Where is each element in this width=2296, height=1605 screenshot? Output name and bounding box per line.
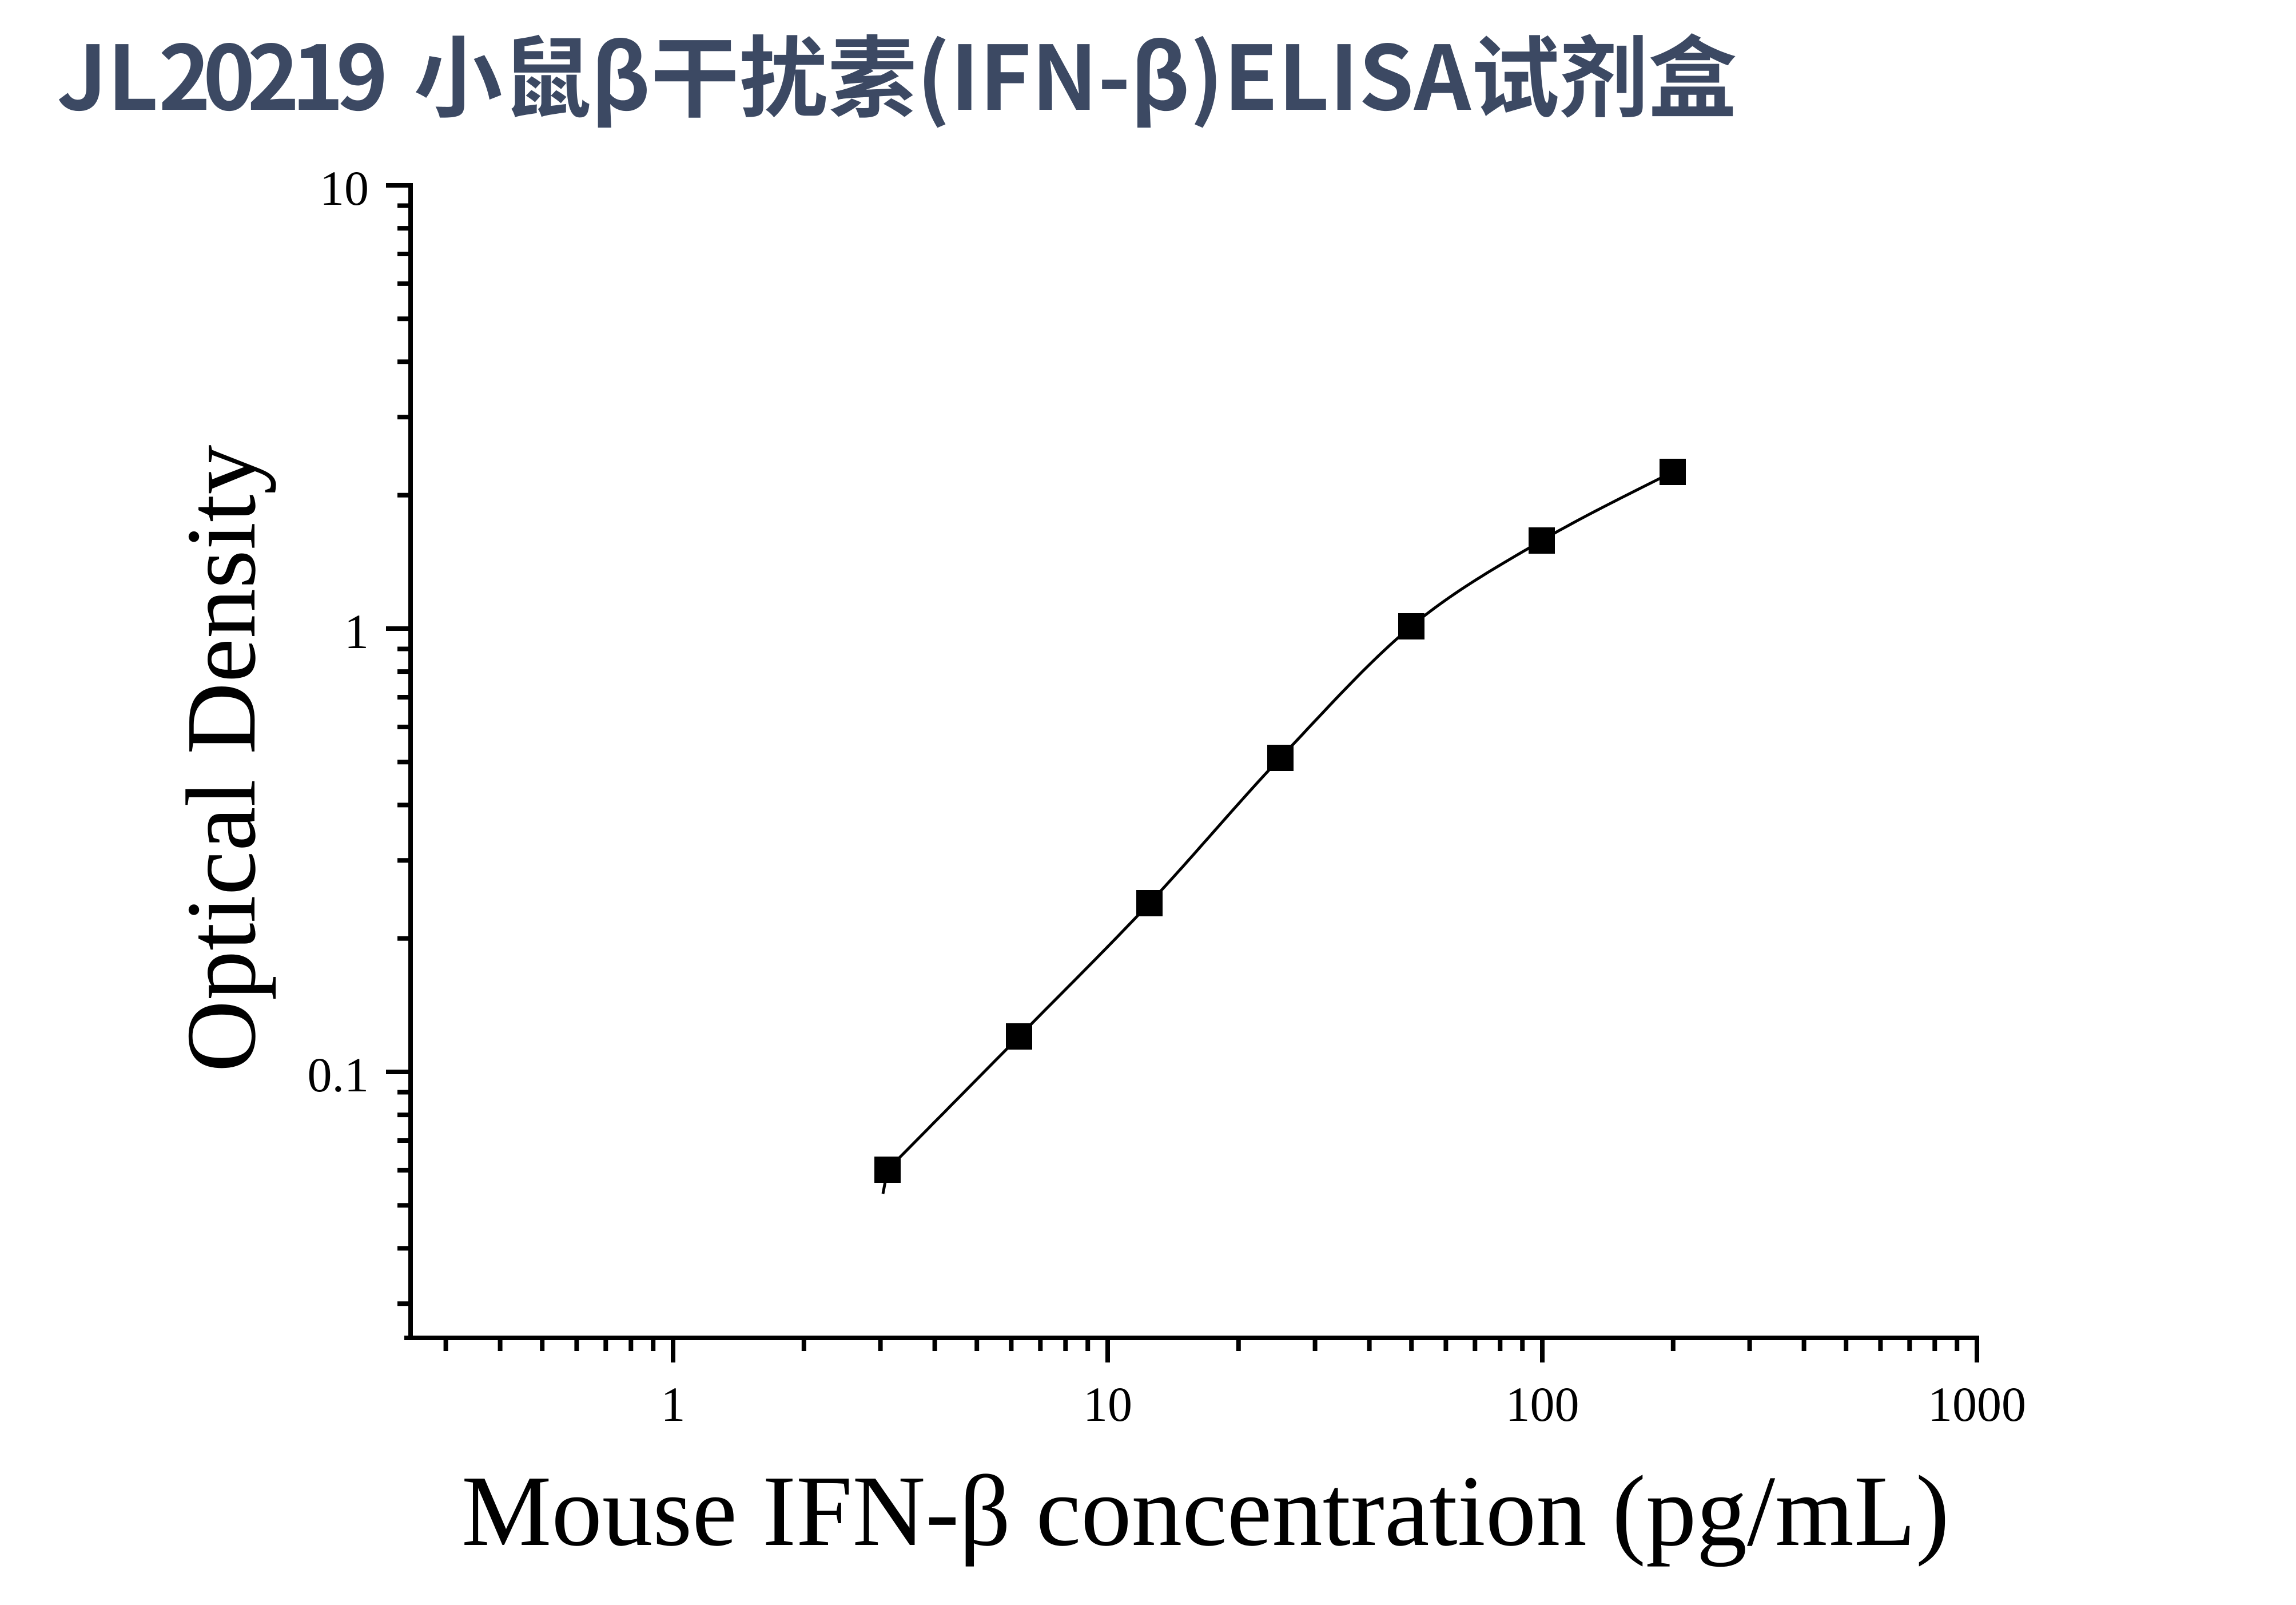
svg-text:10: 10: [320, 161, 369, 216]
svg-text:0.1: 0.1: [308, 1047, 369, 1102]
svg-text:1000: 1000: [1928, 1377, 2026, 1432]
svg-text:1: 1: [344, 604, 369, 659]
svg-text:1: 1: [661, 1377, 686, 1432]
svg-text:Mouse IFN-β concentration (pg/: Mouse IFN-β concentration (pg/mL): [461, 1455, 1949, 1567]
svg-text:Optical Density: Optical Density: [166, 445, 276, 1072]
svg-text:10: 10: [1083, 1377, 1132, 1432]
svg-text:100: 100: [1506, 1377, 1579, 1432]
